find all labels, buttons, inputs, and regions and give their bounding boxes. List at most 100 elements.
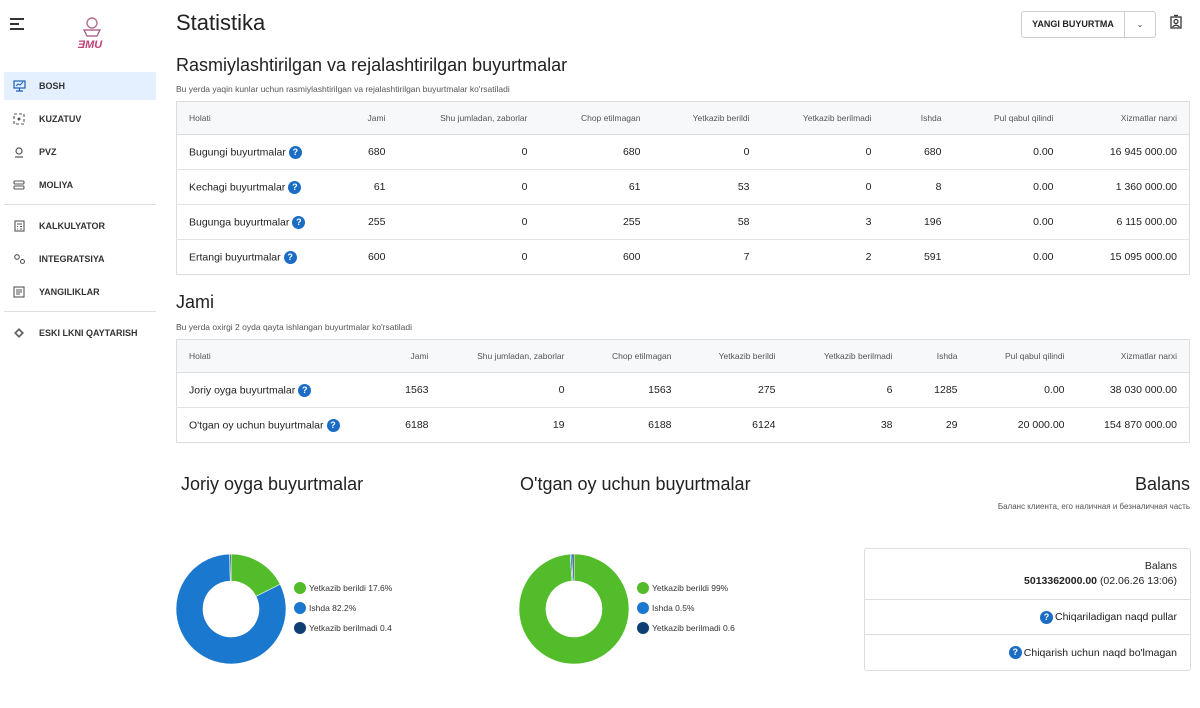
cell-value: 591 <box>923 251 942 263</box>
sidebar-item-pvz[interactable]: PVZ <box>4 138 156 166</box>
table-row: Bugungi buyurtmalar? 680 0 680 0 0 680 0.00 16 9… <box>176 134 1190 170</box>
table-cell: 591 <box>884 240 954 275</box>
cell-value: 0 <box>521 181 528 193</box>
table-cell: 58 <box>652 204 762 240</box>
sidebar: ƎMU BOSH KUZATUV PVZ MOLIYA KALKULYATOR … <box>0 0 160 708</box>
section-subtitle: Bu yerda oxirgi 2 oyda qayta ishlangan b… <box>176 322 412 332</box>
table-cell: 6124 <box>684 408 788 443</box>
section-subtitle: Bu yerda yaqin kunlar uchun rasmiylashti… <box>176 84 510 94</box>
table-cell: 20 000.00 <box>970 408 1077 443</box>
integration-icon <box>12 252 26 266</box>
sidebar-item-yangiliklar[interactable]: YANGILIKLAR <box>4 278 156 306</box>
user-profile-icon[interactable] <box>1168 14 1184 30</box>
pie-slice-yetkazib-berildi[interactable] <box>518 553 630 665</box>
table-cell: 0 <box>397 169 540 205</box>
divider <box>4 311 156 312</box>
svg-text:ƎMU: ƎMU <box>78 39 104 51</box>
sidebar-item-moliya[interactable]: MOLIYA <box>4 171 156 199</box>
cell-value: 7 <box>743 251 750 263</box>
chart-legend: Yetkazib berildi 17.6% Ishda 82.2% Yetkazi… <box>294 578 392 638</box>
help-icon[interactable]: ? <box>1008 646 1022 659</box>
legend-swatch <box>294 622 306 634</box>
help-icon[interactable]: ? <box>292 215 306 229</box>
sidebar-item-label: PVZ <box>39 147 57 157</box>
help-icon[interactable]: ? <box>283 250 297 264</box>
chevron-down-icon[interactable]: ⌄ <box>1136 20 1144 29</box>
cell-value: 0.00 <box>1044 384 1065 396</box>
emu-logo[interactable]: ƎMU <box>70 14 110 54</box>
table-cell: 38 030 000.00 <box>1076 372 1190 408</box>
sidebar-item-kalkulyator[interactable]: KALKULYATOR <box>4 212 156 240</box>
cell-value: 275 <box>757 384 776 396</box>
legend-item[interactable]: Yetkazib berildi 17.6% <box>294 578 392 598</box>
column-header: Shu jumladan, zaborlar <box>397 101 540 135</box>
table-row: Joriy oyga buyurtmalar? 1563 0 1563 275 6 1285… <box>176 372 1190 408</box>
help-icon[interactable]: ? <box>288 180 302 194</box>
cell-value: 600 <box>367 251 386 263</box>
sidebar-item-label: KUZATUV <box>39 114 82 124</box>
help-icon[interactable]: ? <box>326 418 340 432</box>
table-cell: 29 <box>905 408 970 443</box>
legend-swatch <box>637 602 649 614</box>
help-icon[interactable]: ? <box>298 383 312 397</box>
row-status-cell: Kechagi buyurtmalar? <box>176 169 352 205</box>
sidebar-item-label: KALKULYATOR <box>39 221 106 231</box>
sidebar-item-label: BOSH <box>39 81 66 91</box>
balance-subtitle: Баланс клиента, его наличная и безналичн… <box>997 502 1190 511</box>
new-order-label[interactable]: YANGI BUYURTMA <box>1022 12 1125 37</box>
sidebar-item-kuzatuv[interactable]: KUZATUV <box>4 105 156 133</box>
sidebar-nav: BOSH KUZATUV PVZ MOLIYA KALKULYATOR INTE… <box>4 72 156 352</box>
table-cell: 680 <box>539 134 653 170</box>
table-cell: 0.00 <box>953 134 1066 170</box>
pie-slice-yetkazib-berilmadi[interactable] <box>229 553 232 582</box>
calculator-icon <box>12 219 26 233</box>
cell-value: 1 360 000.00 <box>1115 181 1177 193</box>
legend-item[interactable]: Yetkazib berilmadi 0.4 <box>294 618 392 638</box>
pie-slice-yetkazib-berilmadi[interactable] <box>571 553 575 582</box>
table-cell: 2 <box>762 240 884 275</box>
cell-value: 61 <box>628 181 641 193</box>
legend-item[interactable]: Ishda 0.5% <box>637 598 735 618</box>
new-order-button[interactable]: YANGI BUYURTMA ⌄ <box>1021 11 1156 38</box>
legend-label: Ishda 82.2% <box>309 603 357 613</box>
cell-value: 6188 <box>648 419 672 431</box>
legend-item[interactable]: Ishda 82.2% <box>294 598 392 618</box>
legend-label: Ishda 0.5% <box>652 603 695 613</box>
sidebar-item-bosh[interactable]: BOSH <box>4 72 156 100</box>
column-header: Pul qabul qilindi <box>953 101 1066 135</box>
help-icon[interactable]: ? <box>288 145 302 159</box>
table-cell: 0.00 <box>953 169 1066 205</box>
legend-item[interactable]: Yetkazib berildi 99% <box>637 578 735 598</box>
cell-value: 3 <box>865 216 872 228</box>
sidebar-item-eski-lkni[interactable]: ESKI LKNI QAYTARISH <box>4 319 156 347</box>
column-header: Yetkazib berilmadi <box>761 101 884 135</box>
table-cell: 0 <box>398 240 540 275</box>
cell-value: 196 <box>923 216 942 228</box>
cell-value: 53 <box>737 181 750 193</box>
table-row: Ertangi buyurtmalar? 600 0 600 7 2 591 0.00 15 0… <box>177 240 1190 275</box>
cell-value: 58 <box>737 216 750 228</box>
divider <box>4 204 156 205</box>
donut-chart-last-month <box>518 553 630 665</box>
table-cell: 1285 <box>904 372 970 408</box>
pie-slice-ishda[interactable] <box>175 553 287 665</box>
cell-value: 1563 <box>405 384 429 396</box>
cash-out-label: Chiqariladigan naqd pullar <box>1054 611 1177 623</box>
balance-card: Balans 5013362000.00 (02.06.26 13:06) ? … <box>864 548 1191 671</box>
cell-value: Bugungi buyurtmalar <box>189 145 286 158</box>
balance-row: Balans 5013362000.00 (02.06.26 13:06) <box>865 549 1190 600</box>
location-pin-icon <box>12 145 26 159</box>
table-cell: 3 <box>761 204 884 240</box>
cell-value: 0.00 <box>1033 216 1054 228</box>
sidebar-item-integratsiya[interactable]: INTEGRATSIYA <box>4 245 156 273</box>
legend-item[interactable]: Yetkazib berilmadi 0.6 <box>637 618 735 638</box>
cash-out-row[interactable]: ? Chiqariladigan naqd pullar <box>865 600 1190 635</box>
help-icon[interactable]: ? <box>1039 610 1053 624</box>
cell-value: 38 <box>880 419 893 431</box>
table-cell: 255 <box>351 204 398 240</box>
menu-icon[interactable] <box>10 18 24 30</box>
table-row: Bugunga buyurtmalar? 255 0 255 58 3 196 0.00 6 1… <box>176 204 1190 240</box>
table-cell: 0 <box>397 134 540 170</box>
cell-value: 2 <box>865 251 872 263</box>
non-cash-row[interactable]: ? Chiqarish uchun naqd bo'lmagan <box>865 635 1190 670</box>
